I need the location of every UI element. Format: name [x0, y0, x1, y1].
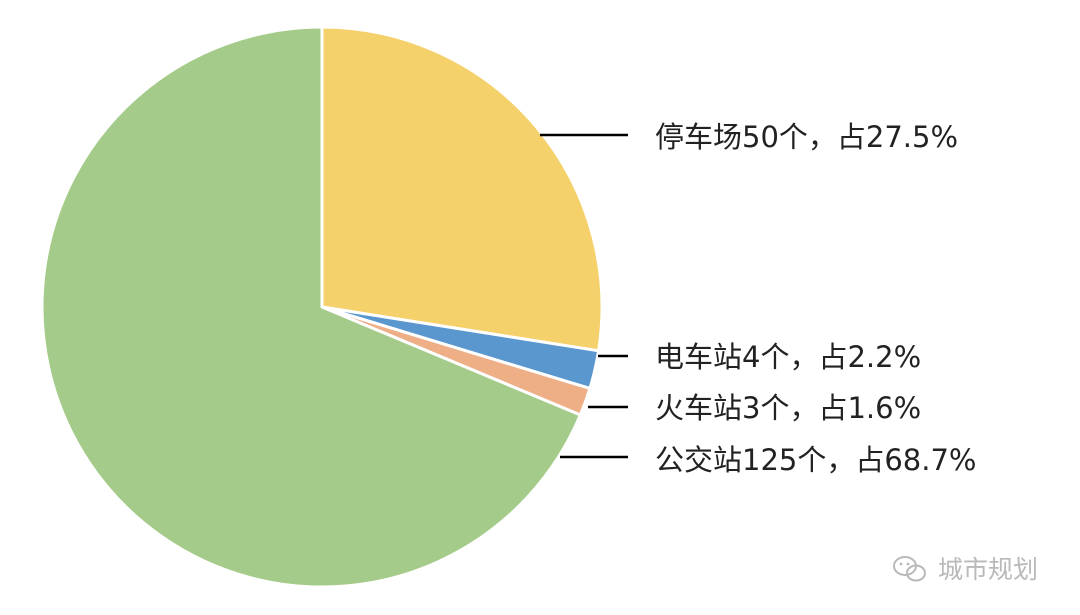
pie-slice-parking [320, 25, 604, 353]
leader-lines [540, 133, 628, 459]
slice-label-bus: 公交站125个，占68.7% [655, 443, 976, 477]
pie-slice-bus [40, 25, 582, 589]
wechat-icon [893, 556, 926, 582]
watermark: 城市规划 [893, 555, 1038, 584]
slice-label-parking: 停车场50个，占27.5% [655, 120, 958, 154]
watermark-text: 城市规划 [938, 555, 1038, 584]
slice-labels: 停车场50个，占27.5% 电车站4个，占2.2% 火车站3个，占1.6% 公交… [655, 120, 976, 477]
pie-slices [40, 25, 604, 589]
slice-label-train: 火车站3个，占1.6% [655, 391, 921, 425]
slice-label-tram: 电车站4个，占2.2% [655, 340, 921, 374]
